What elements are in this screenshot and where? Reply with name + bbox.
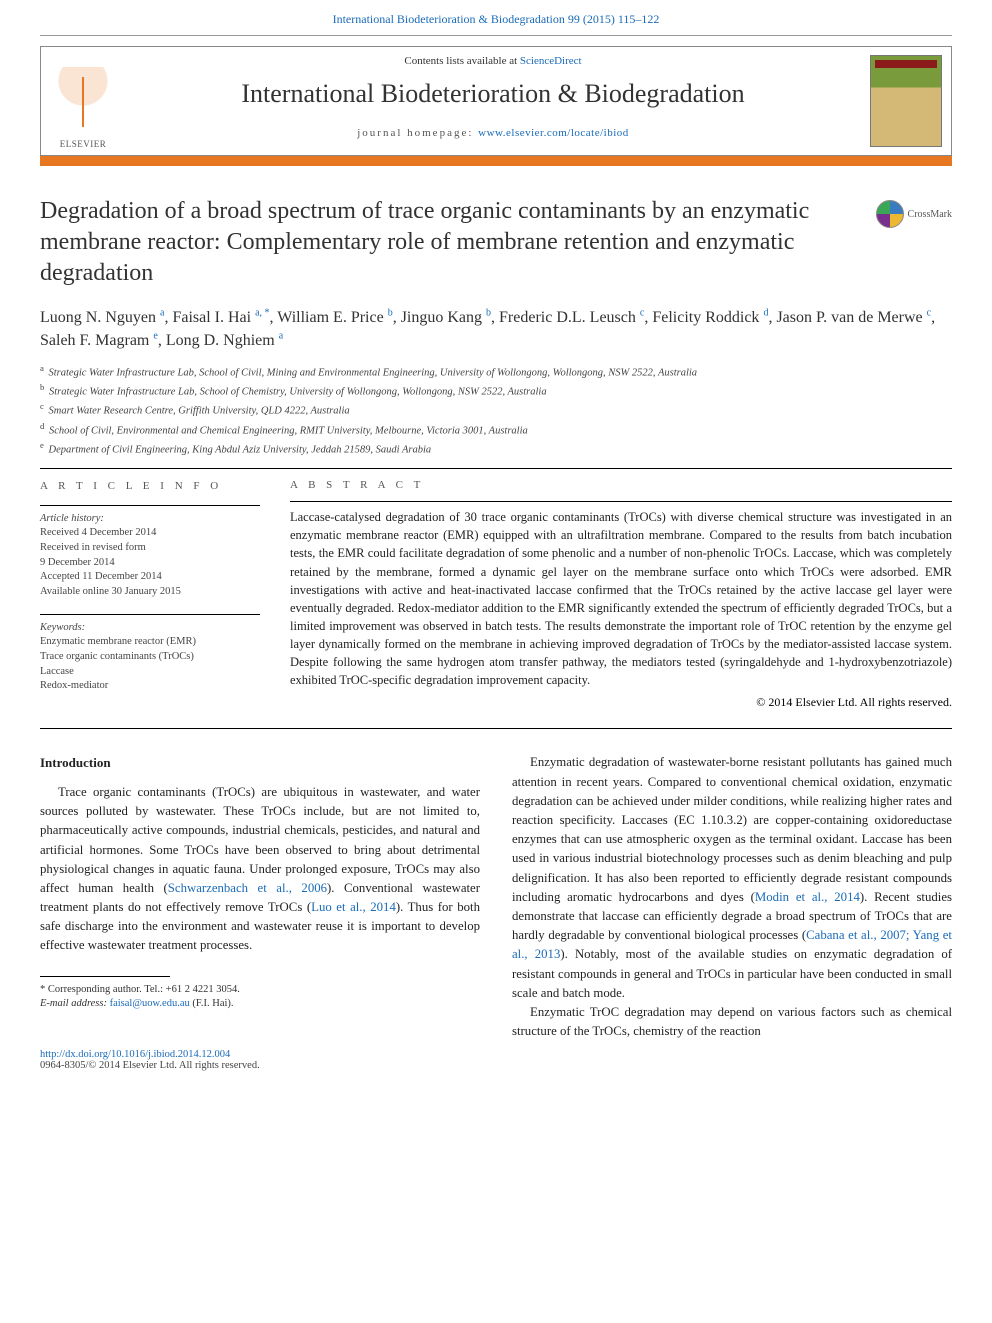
rule-abs bbox=[290, 501, 952, 502]
abstract-column: A B S T R A C T Laccase-catalysed degrad… bbox=[290, 479, 952, 710]
keyword-lines: Enzymatic membrane reactor (EMR)Trace or… bbox=[40, 635, 260, 694]
corr-prefix: * Corresponding author. Tel.: bbox=[40, 984, 166, 995]
sciencedirect-link[interactable]: ScienceDirect bbox=[520, 55, 582, 67]
abstract-text: Laccase-catalysed degradation of 30 trac… bbox=[290, 508, 952, 689]
contents-line: Contents lists available at ScienceDirec… bbox=[135, 55, 851, 67]
article-head: CrossMark Degradation of a broad spectru… bbox=[40, 196, 952, 458]
article-info-column: A R T I C L E I N F O Article history: R… bbox=[40, 479, 260, 710]
corr-email-link[interactable]: faisal@uow.edu.au bbox=[110, 998, 190, 1009]
bottom-meta: http://dx.doi.org/10.1016/j.ibiod.2014.1… bbox=[40, 1049, 952, 1071]
history-line: Received 4 December 2014 bbox=[40, 526, 260, 541]
history-line: Accepted 11 December 2014 bbox=[40, 570, 260, 585]
keywords-label: Keywords: bbox=[40, 621, 260, 636]
email-suffix: (F.I. Hai). bbox=[190, 998, 234, 1009]
email-label: E-mail address: bbox=[40, 998, 110, 1009]
abstract-heading: A B S T R A C T bbox=[290, 479, 952, 491]
right-paragraphs: Enzymatic degradation of wastewater-born… bbox=[512, 753, 952, 1041]
corresponding-author: * Corresponding author. Tel.: +61 2 4221… bbox=[40, 983, 480, 998]
keyword-line: Trace organic contaminants (TrOCs) bbox=[40, 650, 260, 665]
journal-cover-icon bbox=[870, 55, 942, 147]
rule-info-1 bbox=[40, 505, 260, 506]
affiliation-line: e Department of Civil Engineering, King … bbox=[40, 439, 952, 458]
publisher-logo: ELSEVIER bbox=[41, 47, 125, 155]
body-paragraph: Trace organic contaminants (TrOCs) are u… bbox=[40, 783, 480, 956]
body-paragraph: Enzymatic degradation of wastewater-born… bbox=[512, 753, 952, 1002]
body-col-right: Enzymatic degradation of wastewater-born… bbox=[512, 753, 952, 1041]
history-block: Article history: Received 4 December 201… bbox=[40, 512, 260, 600]
left-paragraphs: Trace organic contaminants (TrOCs) are u… bbox=[40, 783, 480, 956]
footnote-rule bbox=[40, 976, 170, 977]
journal-header: ELSEVIER Contents lists available at Sci… bbox=[40, 46, 952, 156]
rule-info-2 bbox=[40, 614, 260, 615]
publisher-label: ELSEVIER bbox=[60, 139, 107, 149]
keywords-block: Keywords: Enzymatic membrane reactor (EM… bbox=[40, 621, 260, 694]
header-center: Contents lists available at ScienceDirec… bbox=[125, 47, 861, 155]
history-label: Article history: bbox=[40, 512, 260, 527]
crossmark-icon bbox=[876, 200, 904, 228]
footnotes: * Corresponding author. Tel.: +61 2 4221… bbox=[40, 983, 480, 1012]
rule-below-abstract bbox=[40, 728, 952, 729]
rule-top bbox=[40, 35, 952, 36]
authors-line: Luong N. Nguyen a, Faisal I. Hai a, *, W… bbox=[40, 306, 952, 352]
article-info-heading: A R T I C L E I N F O bbox=[40, 479, 260, 494]
rule-below-authors bbox=[40, 468, 952, 469]
history-lines: Received 4 December 2014Received in revi… bbox=[40, 526, 260, 599]
affiliation-line: d School of Civil, Environmental and Che… bbox=[40, 420, 952, 439]
journal-citation-link[interactable]: International Biodeterioration & Biodegr… bbox=[333, 12, 660, 26]
affiliation-line: b Strategic Water Infrastructure Lab, Sc… bbox=[40, 381, 952, 400]
journal-citation: International Biodeterioration & Biodegr… bbox=[0, 0, 992, 35]
info-abstract-row: A R T I C L E I N F O Article history: R… bbox=[40, 479, 952, 710]
crossmark-label: CrossMark bbox=[908, 209, 952, 220]
affiliation-line: c Smart Water Research Centre, Griffith … bbox=[40, 400, 952, 419]
doi-link[interactable]: http://dx.doi.org/10.1016/j.ibiod.2014.1… bbox=[40, 1049, 230, 1060]
article-title: Degradation of a broad spectrum of trace… bbox=[40, 196, 952, 290]
affiliations-list: a Strategic Water Infrastructure Lab, Sc… bbox=[40, 362, 952, 458]
body-paragraph: Enzymatic TrOC degradation may depend on… bbox=[512, 1003, 952, 1041]
journal-cover-thumb bbox=[861, 47, 951, 155]
history-line: 9 December 2014 bbox=[40, 556, 260, 571]
elsevier-tree-icon bbox=[53, 67, 113, 137]
corr-tel: +61 2 4221 3054. bbox=[166, 984, 240, 995]
contents-prefix: Contents lists available at bbox=[404, 55, 519, 67]
keyword-line: Enzymatic membrane reactor (EMR) bbox=[40, 635, 260, 650]
keyword-line: Laccase bbox=[40, 665, 260, 680]
homepage-link[interactable]: www.elsevier.com/locate/ibiod bbox=[478, 127, 629, 139]
issn-line: 0964-8305/© 2014 Elsevier Ltd. All right… bbox=[40, 1060, 260, 1071]
corr-email-line: E-mail address: faisal@uow.edu.au (F.I. … bbox=[40, 997, 480, 1012]
crossmark-badge[interactable]: CrossMark bbox=[876, 200, 952, 228]
abstract-copyright: © 2014 Elsevier Ltd. All rights reserved… bbox=[290, 695, 952, 710]
accent-bar bbox=[40, 156, 952, 166]
affiliation-line: a Strategic Water Infrastructure Lab, Sc… bbox=[40, 362, 952, 381]
homepage-prefix: journal homepage: bbox=[357, 127, 478, 139]
intro-heading: Introduction bbox=[40, 753, 480, 773]
body-col-left: Introduction Trace organic contaminants … bbox=[40, 753, 480, 1041]
history-line: Available online 30 January 2015 bbox=[40, 585, 260, 600]
keyword-line: Redox-mediator bbox=[40, 679, 260, 694]
journal-homepage-line: journal homepage: www.elsevier.com/locat… bbox=[135, 127, 851, 139]
journal-name: International Biodeterioration & Biodegr… bbox=[135, 79, 851, 109]
history-line: Received in revised form bbox=[40, 541, 260, 556]
body-columns: Introduction Trace organic contaminants … bbox=[40, 753, 952, 1041]
